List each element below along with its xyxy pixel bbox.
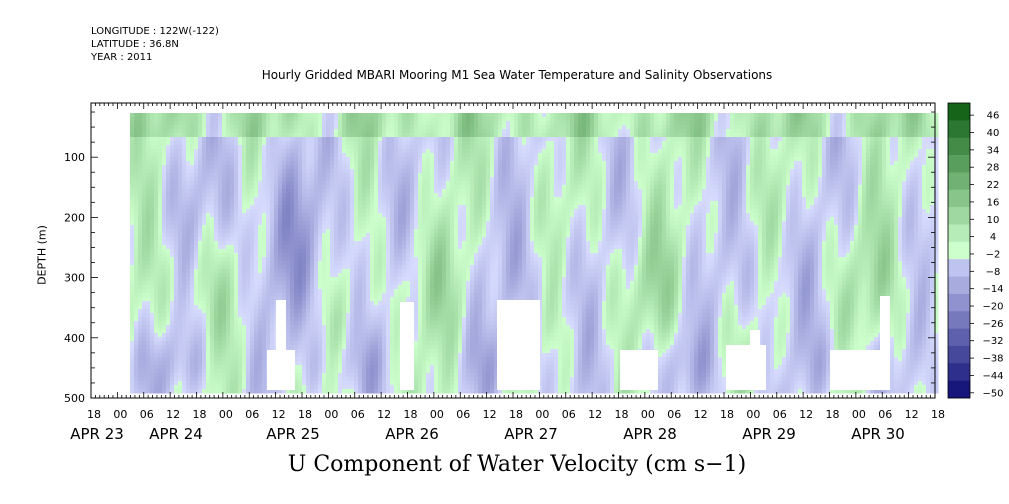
colorbar-label: −26 (982, 319, 1003, 330)
colorbar-label: 10 (987, 215, 1000, 226)
x-hour-tick-label: 06 (456, 408, 470, 421)
x-hour-tick-label: 00 (746, 408, 760, 421)
x-hour-tick-label: 00 (535, 408, 549, 421)
x-hour-tick-label: 06 (140, 408, 154, 421)
colorbar-segment (948, 207, 970, 225)
x-hour-tick-label: 12 (166, 408, 180, 421)
colorbar-segment (948, 311, 970, 329)
x-hour-tick-label: 12 (694, 408, 708, 421)
x-hour-tick-label: 00 (641, 408, 655, 421)
colorbar-label: −44 (982, 371, 1003, 382)
latitude-label: LATITUDE : 36.8N (91, 39, 179, 50)
colorbar-label: 34 (987, 145, 1000, 156)
colorbar-segment (948, 259, 970, 277)
plot-axes: 18 00 06 12 18 00 06 12 18 00 06 12 18 00 06 12 18 00 06 12… (64, 102, 945, 443)
x-hour-tick-label: 00 (324, 408, 338, 421)
x-hour-tick-label: 12 (272, 408, 286, 421)
colorbar-segment (948, 276, 970, 295)
colorbar-label: −14 (982, 284, 1003, 295)
x-hour-tick-label: 12 (588, 408, 602, 421)
y-tick-label: 100 (64, 151, 85, 164)
colorbar-label: 46 (987, 111, 1000, 122)
colorbar-label: −8 (986, 267, 1001, 278)
x-hour-tick-label: 00 (430, 408, 444, 421)
x-hour-tick-label: 12 (799, 408, 813, 421)
x-day-label: APR 28 (623, 425, 677, 443)
colorbar-segment (948, 345, 970, 364)
longitude-label: LONGITUDE : 122W(-122) (91, 26, 219, 37)
x-axis-label: U Component of Water Velocity (cm s−1) (287, 452, 747, 477)
x-hour-tick-label: 06 (878, 408, 892, 421)
x-hour-tick-label: 18 (509, 408, 523, 421)
y-tick-label: 400 (64, 332, 85, 345)
colorbar-segment (948, 224, 970, 243)
colorbar-segment (948, 103, 970, 121)
x-hour-tick-label: 06 (351, 408, 365, 421)
colorbar-segment (948, 241, 970, 260)
x-hour-tick-label: 18 (720, 408, 734, 421)
x-day-label: APR 23 (70, 425, 124, 443)
colorbar-segment (948, 155, 970, 173)
x-day-label: APR 26 (385, 425, 439, 443)
colorbar-segment (948, 120, 970, 139)
x-day-label: APR 27 (504, 425, 558, 443)
colorbar-segment (948, 189, 970, 208)
colorbar-label: 4 (990, 232, 996, 243)
colorbar-label: −20 (982, 302, 1003, 313)
x-hour-tick-label: 18 (404, 408, 418, 421)
x-hour-tick-label: 18 (826, 408, 840, 421)
x-hour-tick-label: 12 (377, 408, 391, 421)
x-hour-tick-label: 06 (245, 408, 259, 421)
x-hour-tick-label: 12 (483, 408, 497, 421)
y-tick-label: 300 (64, 272, 85, 285)
chart-title: Hourly Gridded MBARI Mooring M1 Sea Wate… (261, 68, 773, 82)
x-hour-tick-label: 06 (773, 408, 787, 421)
x-hour-tick-label: 12 (905, 408, 919, 421)
colorbar-label: −50 (982, 388, 1003, 399)
x-hour-tick-label: 00 (113, 408, 127, 421)
y-tick-label: 200 (64, 211, 85, 224)
x-hour-tick-label: 18 (87, 408, 101, 421)
x-day-label: APR 24 (149, 425, 203, 443)
colorbar-segment (948, 137, 970, 156)
colorbar-segment (948, 380, 970, 399)
colorbar-segment (948, 172, 970, 191)
colorbar-label: 40 (987, 128, 1000, 139)
y-tick-label: 500 (64, 392, 85, 405)
colorbar-label: 16 (987, 197, 1000, 208)
x-hour-tick-label: 18 (931, 408, 945, 421)
year-label: YEAR : 2011 (91, 52, 153, 63)
colorbar-label: −32 (982, 336, 1003, 347)
x-day-label: APR 25 (266, 425, 320, 443)
colorbar-label: −38 (982, 354, 1003, 365)
colorbar-segment (948, 363, 970, 381)
x-hour-tick-label: 18 (193, 408, 207, 421)
x-day-label: APR 30 (851, 425, 905, 443)
x-hour-tick-label: 06 (667, 408, 681, 421)
colorbar-label: −2 (986, 249, 1001, 260)
colorbar-segment (948, 328, 970, 347)
x-hour-tick-label: 18 (298, 408, 312, 421)
colorbar: 46 40 34 28 22 16 10 4 −2 −8 −14 −20 −26 −32 −38 −44 −50 (947, 102, 1004, 399)
x-day-label: APR 29 (742, 425, 796, 443)
x-hour-tick-label: 06 (562, 408, 576, 421)
colorbar-label: 22 (987, 180, 1000, 191)
x-hour-tick-label: 00 (219, 408, 233, 421)
colorbar-segment (948, 293, 970, 312)
colorbar-label: 28 (987, 163, 1000, 174)
x-hour-tick-label: 18 (615, 408, 629, 421)
heatmap-field (130, 113, 939, 394)
x-hour-tick-label: 00 (852, 408, 866, 421)
